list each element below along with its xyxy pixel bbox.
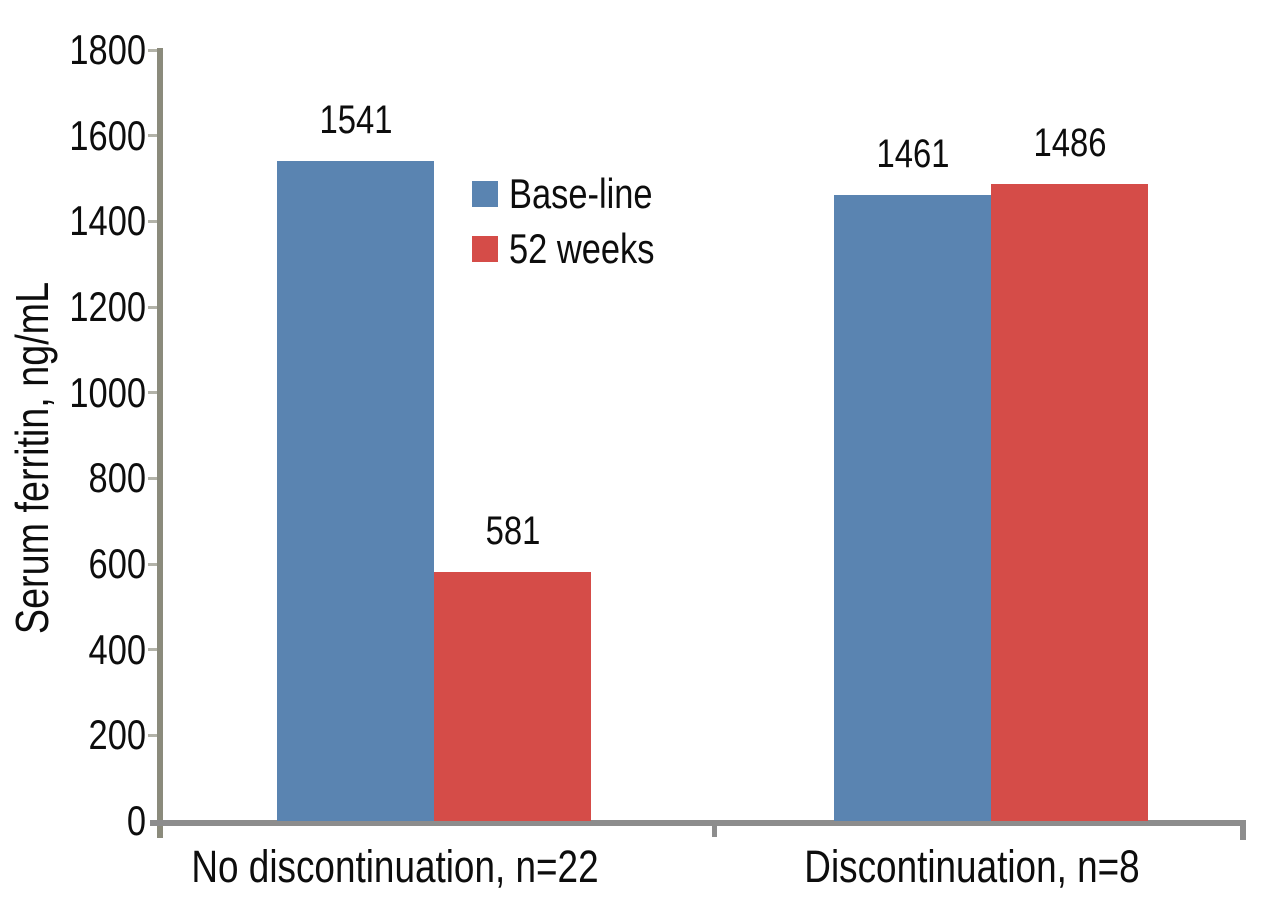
legend-swatch (472, 181, 498, 207)
y-tick-mark (148, 219, 157, 223)
y-tick-label: 1800 (69, 26, 146, 73)
legend-swatch (472, 236, 498, 262)
legend: Base-line 52 weeks (472, 171, 686, 272)
bar-value-label: 1461 (876, 132, 949, 177)
bar (991, 184, 1148, 821)
bar-value-label: 581 (485, 509, 540, 554)
bar (277, 160, 434, 821)
y-tick-mark (148, 476, 157, 480)
y-tick-mark (148, 391, 157, 395)
legend-label: 52 weeks (509, 225, 655, 272)
y-tick-mark (148, 305, 157, 309)
x-axis-line (150, 820, 1246, 826)
y-tick-label: 400 (88, 625, 146, 673)
y-tick-label: 1000 (69, 368, 146, 416)
bar-value-label: 1486 (1033, 121, 1106, 166)
y-tick-label: 200 (88, 711, 146, 759)
legend-item: 52 weeks (472, 226, 686, 272)
bar (434, 572, 591, 821)
y-tick-mark (148, 733, 157, 737)
y-tick-label: 0 (126, 797, 146, 844)
x-category-label: Discontinuation, n=8 (804, 841, 1140, 892)
x-category-label: No discontinuation, n=22 (191, 841, 599, 892)
y-tick-label: 1200 (69, 283, 146, 330)
x-tick-mark (712, 826, 717, 837)
y-tick-label: 1400 (69, 197, 146, 245)
y-tick-mark (148, 562, 157, 566)
x-tick-mark (1240, 826, 1246, 840)
legend-item: Base-line (472, 171, 686, 217)
y-tick-mark (148, 48, 157, 52)
legend-label: Base-line (509, 170, 653, 217)
y-tick-label: 1600 (69, 111, 146, 159)
bar-value-label: 1541 (319, 97, 392, 142)
y-axis-line (157, 48, 163, 838)
y-tick-label: 800 (88, 454, 146, 502)
y-tick-mark (148, 648, 157, 652)
y-tick-label: 600 (88, 540, 146, 587)
bar (834, 195, 991, 821)
y-tick-mark (148, 134, 157, 138)
